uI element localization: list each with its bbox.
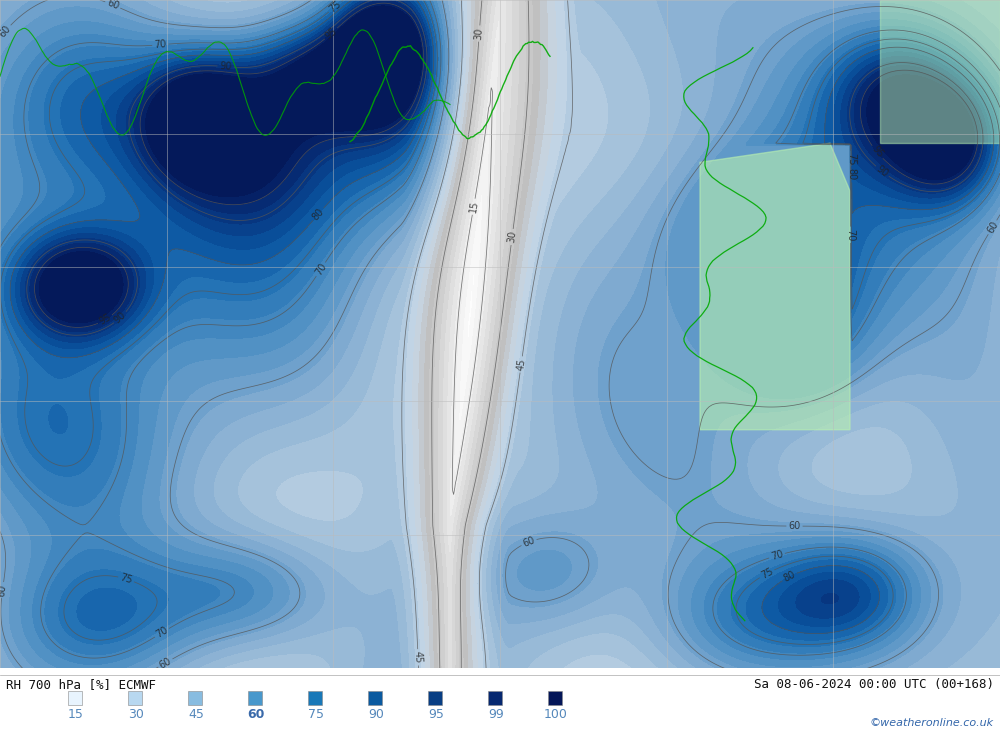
Text: 95: 95 xyxy=(428,708,444,721)
Text: 100: 100 xyxy=(544,708,568,721)
Text: 80: 80 xyxy=(782,570,797,584)
Text: 60: 60 xyxy=(105,0,120,12)
Bar xyxy=(368,691,382,705)
Text: 60: 60 xyxy=(158,655,173,671)
Bar xyxy=(308,691,322,705)
Text: 30: 30 xyxy=(506,230,518,243)
Bar xyxy=(188,691,202,705)
Polygon shape xyxy=(880,0,1000,143)
Text: 80: 80 xyxy=(847,168,857,180)
Text: 60: 60 xyxy=(0,23,13,39)
Text: 30: 30 xyxy=(128,708,144,721)
Text: 90: 90 xyxy=(874,163,890,179)
Text: 70: 70 xyxy=(770,549,784,562)
Bar xyxy=(428,691,442,705)
Bar xyxy=(128,691,142,705)
Text: 15: 15 xyxy=(468,200,480,213)
Bar xyxy=(68,691,82,705)
Text: 75: 75 xyxy=(308,708,324,721)
Text: 75: 75 xyxy=(846,152,856,165)
Text: 75: 75 xyxy=(759,566,775,581)
Text: 30: 30 xyxy=(474,27,485,40)
Bar xyxy=(248,691,262,705)
Text: 75: 75 xyxy=(327,0,343,15)
Text: 70: 70 xyxy=(154,625,170,640)
Text: 75: 75 xyxy=(119,572,134,586)
Text: 95: 95 xyxy=(323,26,339,41)
Text: 95: 95 xyxy=(97,312,113,327)
Text: 60: 60 xyxy=(521,535,536,549)
Text: 90: 90 xyxy=(219,61,232,72)
Bar xyxy=(548,691,562,705)
Text: 45: 45 xyxy=(413,651,423,664)
Text: 60: 60 xyxy=(788,521,801,531)
Text: 45: 45 xyxy=(515,358,527,371)
Text: 90: 90 xyxy=(112,310,128,325)
Text: Sa 08-06-2024 00:00 UTC (00+168): Sa 08-06-2024 00:00 UTC (00+168) xyxy=(754,679,994,691)
Text: 80: 80 xyxy=(311,206,326,222)
Text: 70: 70 xyxy=(313,262,328,277)
Text: 95: 95 xyxy=(869,144,885,160)
Text: 60: 60 xyxy=(0,583,8,597)
Text: 60: 60 xyxy=(985,219,1000,235)
Text: ©weatheronline.co.uk: ©weatheronline.co.uk xyxy=(870,718,994,728)
Text: 70: 70 xyxy=(154,40,167,51)
Polygon shape xyxy=(700,143,850,430)
Text: 60: 60 xyxy=(247,708,265,721)
Text: RH 700 hPa [%] ECMWF: RH 700 hPa [%] ECMWF xyxy=(6,679,156,691)
Text: 70: 70 xyxy=(845,229,856,241)
Text: 99: 99 xyxy=(488,708,504,721)
Text: 15: 15 xyxy=(68,708,84,721)
Text: 45: 45 xyxy=(188,708,204,721)
Bar xyxy=(488,691,502,705)
Text: 90: 90 xyxy=(368,708,384,721)
